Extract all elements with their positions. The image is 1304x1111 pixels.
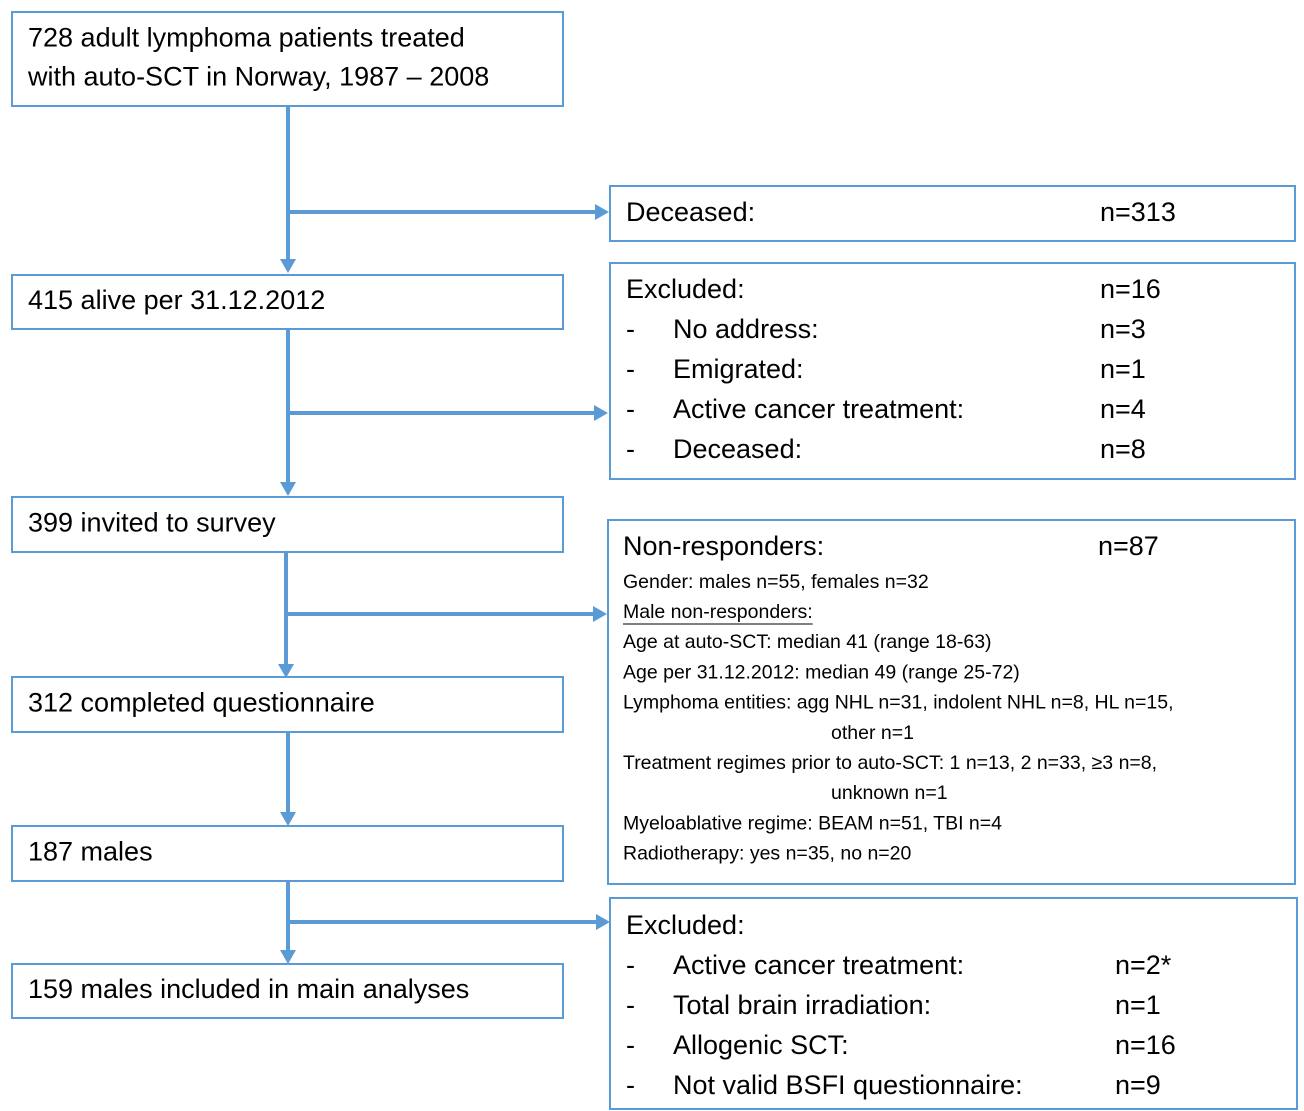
side-box	[607, 519, 1296, 885]
flow-box	[11, 11, 564, 107]
arrow-head	[595, 204, 609, 220]
detail-text: Age per 31.12.2012: median 49 (range 25-…	[623, 661, 1020, 683]
detail-text: Age at auto-SCT: median 41 (range 18-63)	[623, 631, 992, 653]
detail-text: unknown n=1	[831, 782, 948, 804]
side-title: Excluded:	[626, 274, 745, 304]
item-count: n=3	[1100, 314, 1146, 344]
side-title: Non-responders:	[623, 531, 824, 561]
item-label: Allogenic SCT:	[673, 1030, 849, 1060]
item-label: Not valid BSFI questionnaire:	[673, 1070, 1023, 1100]
flow-box	[11, 963, 564, 1019]
item-count: n=2*	[1115, 950, 1172, 980]
item-count: n=9	[1115, 1070, 1161, 1100]
side-title: Excluded:	[626, 910, 745, 940]
item-label: Active cancer treatment:	[673, 394, 964, 424]
detail-text: Treatment regimes prior to auto-SCT: 1 n…	[623, 752, 1157, 774]
arrow-head	[594, 405, 608, 421]
side-count: n=87	[1098, 531, 1159, 561]
arrow-head	[280, 950, 296, 964]
flow-text: 399 invited to survey	[28, 508, 276, 538]
flow-text: with auto-SCT in Norway, 1987 – 2008	[27, 62, 489, 92]
arrow-head	[278, 664, 294, 678]
flow-text: 187 males	[28, 837, 153, 867]
detail-text: other n=1	[831, 722, 914, 744]
flow-text: 312 completed questionnaire	[28, 688, 375, 718]
item-count: n=8	[1100, 434, 1146, 464]
detail-text: Myeloablative regime: BEAM n=51, TBI n=4	[623, 812, 1002, 834]
side-box	[609, 897, 1298, 1110]
side-box	[609, 185, 1296, 242]
detail-text: Lymphoma entities: agg NHL n=31, indolen…	[623, 692, 1174, 714]
flow-text: 415 alive per 31.12.2012	[28, 285, 325, 315]
arrow-head	[593, 606, 607, 622]
flow-text: 159 males included in main analyses	[28, 974, 469, 1004]
detail-text: Gender: males n=55, females n=32	[623, 571, 929, 593]
arrow-head	[280, 482, 296, 496]
item-marker: -	[626, 314, 635, 344]
flow-box	[11, 496, 564, 553]
side-count: n=16	[1100, 274, 1161, 304]
item-label: Active cancer treatment:	[673, 950, 964, 980]
item-marker: -	[626, 950, 635, 980]
flow-box	[11, 825, 564, 882]
item-marker: -	[626, 990, 635, 1020]
item-marker: -	[626, 1070, 635, 1100]
item-marker: -	[626, 394, 635, 424]
detail-subheading: Male non-responders:	[623, 601, 813, 623]
item-marker: -	[626, 1030, 635, 1060]
item-count: n=1	[1100, 354, 1146, 384]
detail-text: Radiotherapy: yes n=35, no n=20	[623, 843, 912, 865]
side-box	[609, 262, 1296, 480]
arrow-head	[596, 914, 610, 930]
flow-box	[11, 274, 564, 330]
side-title: Deceased:	[626, 197, 755, 227]
side-count: n=313	[1100, 197, 1176, 227]
flow-text: 728 adult lymphoma patients treated	[28, 23, 465, 53]
item-label: Deceased:	[673, 434, 802, 464]
item-label: No address:	[673, 314, 819, 344]
item-count: n=4	[1100, 394, 1146, 424]
flow-box	[11, 676, 564, 733]
arrow-head	[280, 259, 296, 273]
item-count: n=1	[1115, 990, 1161, 1020]
item-label: Emigrated:	[673, 354, 804, 384]
item-count: n=16	[1115, 1030, 1176, 1060]
item-marker: -	[626, 354, 635, 384]
item-label: Total brain irradiation:	[673, 990, 931, 1020]
item-marker: -	[626, 434, 635, 464]
arrow-head	[280, 812, 296, 826]
